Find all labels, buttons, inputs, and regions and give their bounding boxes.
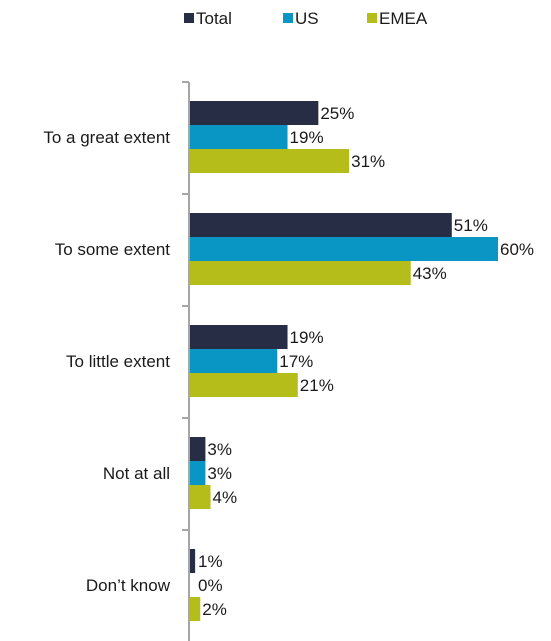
value-label: 1% (198, 552, 223, 571)
bar-total (190, 549, 196, 573)
value-label: 43% (413, 264, 447, 283)
bar-total (190, 101, 319, 125)
bar-us (190, 125, 288, 149)
legend: Total US EMEA (184, 9, 428, 28)
category-label: To some extent (55, 240, 171, 259)
category-label: Don’t know (86, 576, 171, 595)
bar-emea (190, 597, 201, 621)
value-label: 2% (202, 600, 227, 619)
y-axis (182, 81, 190, 641)
legend-label-us: US (295, 9, 319, 28)
value-label: 3% (207, 464, 232, 483)
value-label: 0% (198, 576, 223, 595)
bar-us (190, 349, 278, 373)
category-label: Not at all (103, 464, 170, 483)
value-label: 31% (351, 152, 385, 171)
legend-label-total: Total (196, 9, 232, 28)
bar-total (190, 437, 206, 461)
legend-label-emea: EMEA (379, 9, 428, 28)
category-label: To little extent (66, 352, 170, 371)
bar-emea (190, 373, 298, 397)
bar-emea (190, 149, 350, 173)
value-label: 3% (207, 440, 232, 459)
value-label: 25% (320, 104, 354, 123)
bar-emea (190, 485, 211, 509)
value-label: 19% (290, 128, 324, 147)
value-label: 21% (300, 376, 334, 395)
legend-swatch-emea (367, 13, 377, 23)
legend-swatch-us (283, 13, 293, 23)
bar-emea (190, 261, 411, 285)
bar-us (190, 237, 498, 261)
value-label: 60% (500, 240, 534, 259)
legend-swatch-total (184, 13, 194, 23)
value-label: 19% (290, 328, 324, 347)
category-label: To a great extent (43, 128, 170, 147)
value-label: 4% (213, 488, 238, 507)
value-label: 17% (279, 352, 313, 371)
value-label: 51% (454, 216, 488, 235)
bar-total (190, 213, 452, 237)
labels: To a great extent 25% 19% 31% To some extent… (43, 104, 534, 619)
bar-total (190, 325, 288, 349)
bar-us (190, 461, 206, 485)
bars (190, 101, 498, 621)
